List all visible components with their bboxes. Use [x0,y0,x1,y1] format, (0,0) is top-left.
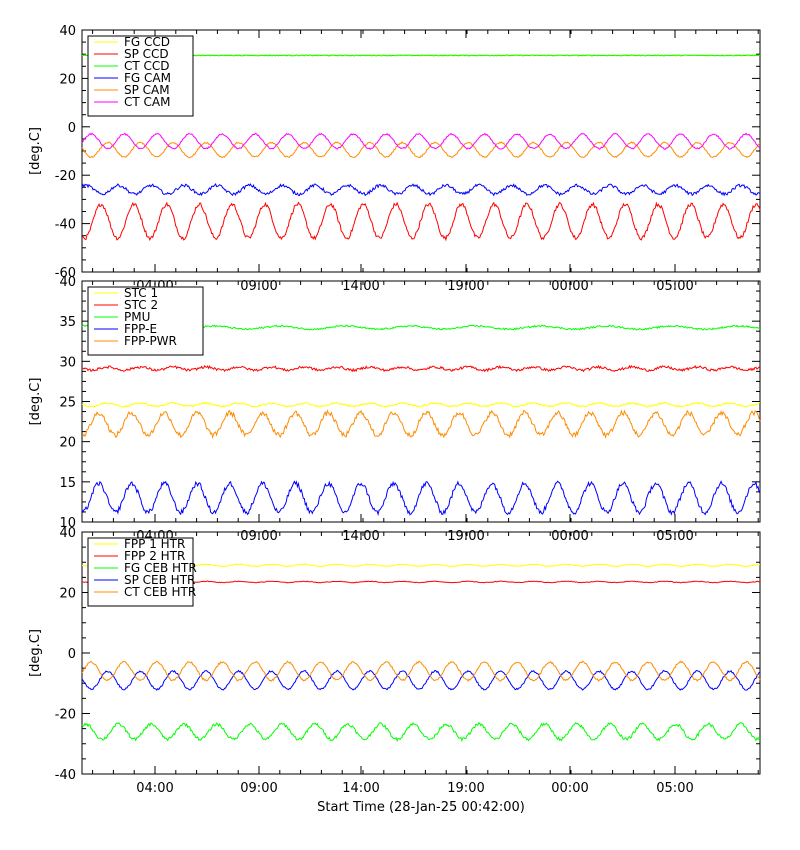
x-tick-label: 04:00 [136,781,173,796]
x-tick-label: 09:00 [240,781,277,796]
x-axis-title: Start Time (28-Jan-25 00:42:00) [317,800,525,815]
y-tick-label: 40 [59,526,76,541]
y-tick-label: -20 [55,169,76,184]
y-tick-label: 35 [59,315,76,330]
y-tick-label: 0 [68,121,76,136]
y-axis-label: [deg.C] [28,629,43,677]
series-line-stc-2 [81,364,761,373]
legend-label: SP CCD [124,47,169,61]
panel-1: 40200-20-40-60[deg.C]04:0009:0014:0019:0… [28,24,761,294]
legend-label: FG CAM [124,71,171,85]
legend-box [87,537,194,607]
series-line-fpp-e [81,480,761,517]
y-tick-label: 15 [59,476,76,491]
legend-label: CT CEB HTR [124,585,196,599]
panel-3: 40 20 0 -20 -40 [deg.C] 04:00 09:00 14:00 19:00 00… [28,526,761,796]
series-line-ct-ceb-htr [81,660,761,682]
legend-label: FG CCD [124,35,170,49]
series-line-stc-1 [81,401,760,408]
y-tick-label: 10 [59,516,76,531]
series-line-ct-ccd [81,54,761,57]
legend-box [87,35,194,117]
y-tick-label: 20 [59,72,76,87]
legend-label: FPP-PWR [124,334,177,348]
legend-label: STC 1 [124,286,158,300]
legend-label: CT CCD [124,59,170,73]
series-line-sp-cam [81,141,761,159]
legend-label: SP CEB HTR [124,573,195,587]
x-tick-label: 19:00 [447,781,484,796]
series-line-ct-cam [81,132,761,151]
series-line-sp-ceb-htr [81,669,761,691]
series-line-fpp-2-htr [82,580,761,584]
legend-label: CT CAM [124,95,170,109]
series-line-fg-cam [81,182,761,197]
y-axis-label: [deg.C] [28,378,43,426]
y-tick-label: 40 [59,24,76,39]
y-tick-label: 40 [59,275,76,290]
legend-label: FPP-E [124,322,157,336]
x-tick-label: 00:00 [551,781,588,796]
legend-box [87,286,204,356]
x-tick-label: 14:00 [342,781,379,796]
y-tick-label: -40 [55,768,76,783]
y-tick-label: 30 [59,355,76,370]
x-tick-label: 05:00 [656,781,693,796]
legend-label: FPP 2 HTR [124,549,185,563]
y-tick-label: 25 [59,396,76,411]
legend-label: STC 2 [124,298,158,312]
y-axis-label: [deg.C] [28,127,43,175]
series-line-fpp-pwr [81,409,761,440]
series-line-sp-ccd [81,201,761,242]
y-tick-label: -60 [55,266,76,281]
y-tick-label: 20 [59,436,76,451]
series-line-fpp-1-htr [81,563,761,568]
legend-label: FG CEB HTR [124,561,197,575]
series-line-fg-ceb-htr [81,721,761,743]
legend-label: FPP 1 HTR [124,537,185,551]
y-tick-label: 0 [68,647,76,662]
y-tick-label: 20 [59,587,76,602]
legend-label: PMU [124,310,150,324]
y-tick-label: -40 [55,218,76,233]
legend-label: SP CAM [124,83,170,97]
y-tick-label: -20 [55,708,76,723]
